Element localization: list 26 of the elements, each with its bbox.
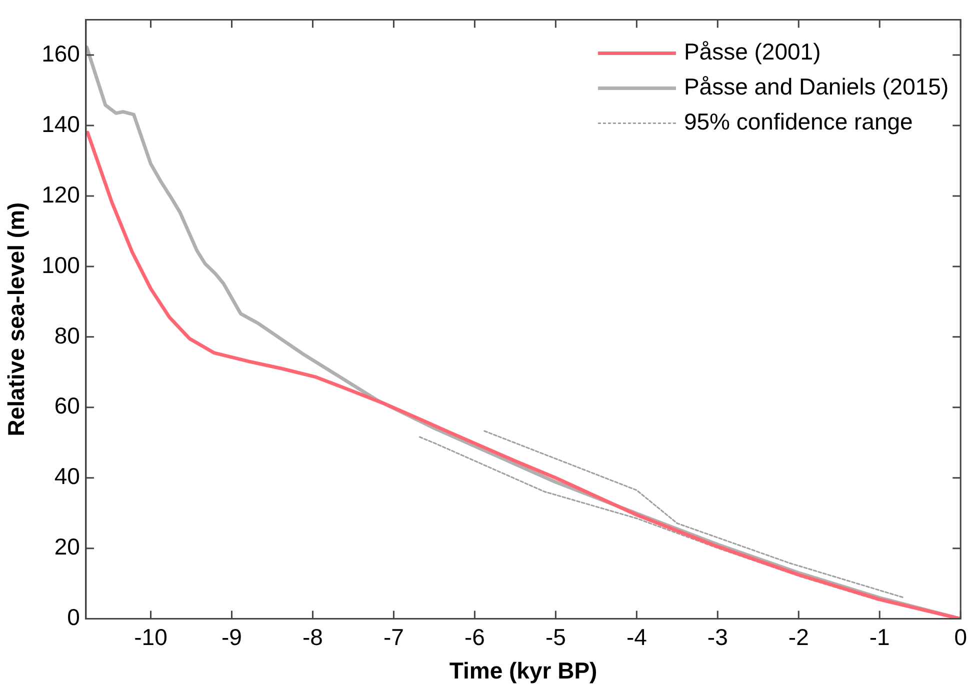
- y-tick-label: 40: [54, 463, 80, 490]
- x-tick-label: -4: [626, 624, 648, 650]
- y-tick-label: 60: [54, 392, 80, 419]
- x-tick-label: -3: [707, 624, 728, 650]
- y-axis-title: Relative sea-level (m): [3, 202, 30, 436]
- y-tick-label: 80: [54, 322, 80, 348]
- x-tick-label: 0: [954, 624, 968, 650]
- y-tick-label: 140: [42, 110, 80, 137]
- x-tick-label: -8: [302, 624, 323, 650]
- x-tick-label: -10: [134, 624, 168, 650]
- y-tick-label: 120: [42, 181, 80, 208]
- y-tick-label: 100: [42, 252, 80, 278]
- line-series: [484, 430, 905, 598]
- legend-label: Påsse (2001): [684, 38, 821, 65]
- legend-label: Påsse and Daniels (2015): [684, 74, 949, 100]
- x-tick-label: -6: [464, 624, 485, 650]
- y-tick-label: 160: [42, 40, 80, 66]
- x-tick-label: -1: [869, 624, 890, 650]
- x-tick-label: -2: [788, 624, 809, 650]
- x-tick-label: -5: [545, 624, 566, 650]
- x-axis-title: Time (kyr BP): [449, 658, 598, 684]
- legend-label: 95% confidence range: [684, 108, 913, 135]
- x-tick-label: -9: [222, 624, 242, 650]
- y-tick-label: 0: [67, 604, 80, 630]
- y-tick-label: 20: [54, 534, 80, 560]
- x-tick-label: -7: [383, 624, 404, 650]
